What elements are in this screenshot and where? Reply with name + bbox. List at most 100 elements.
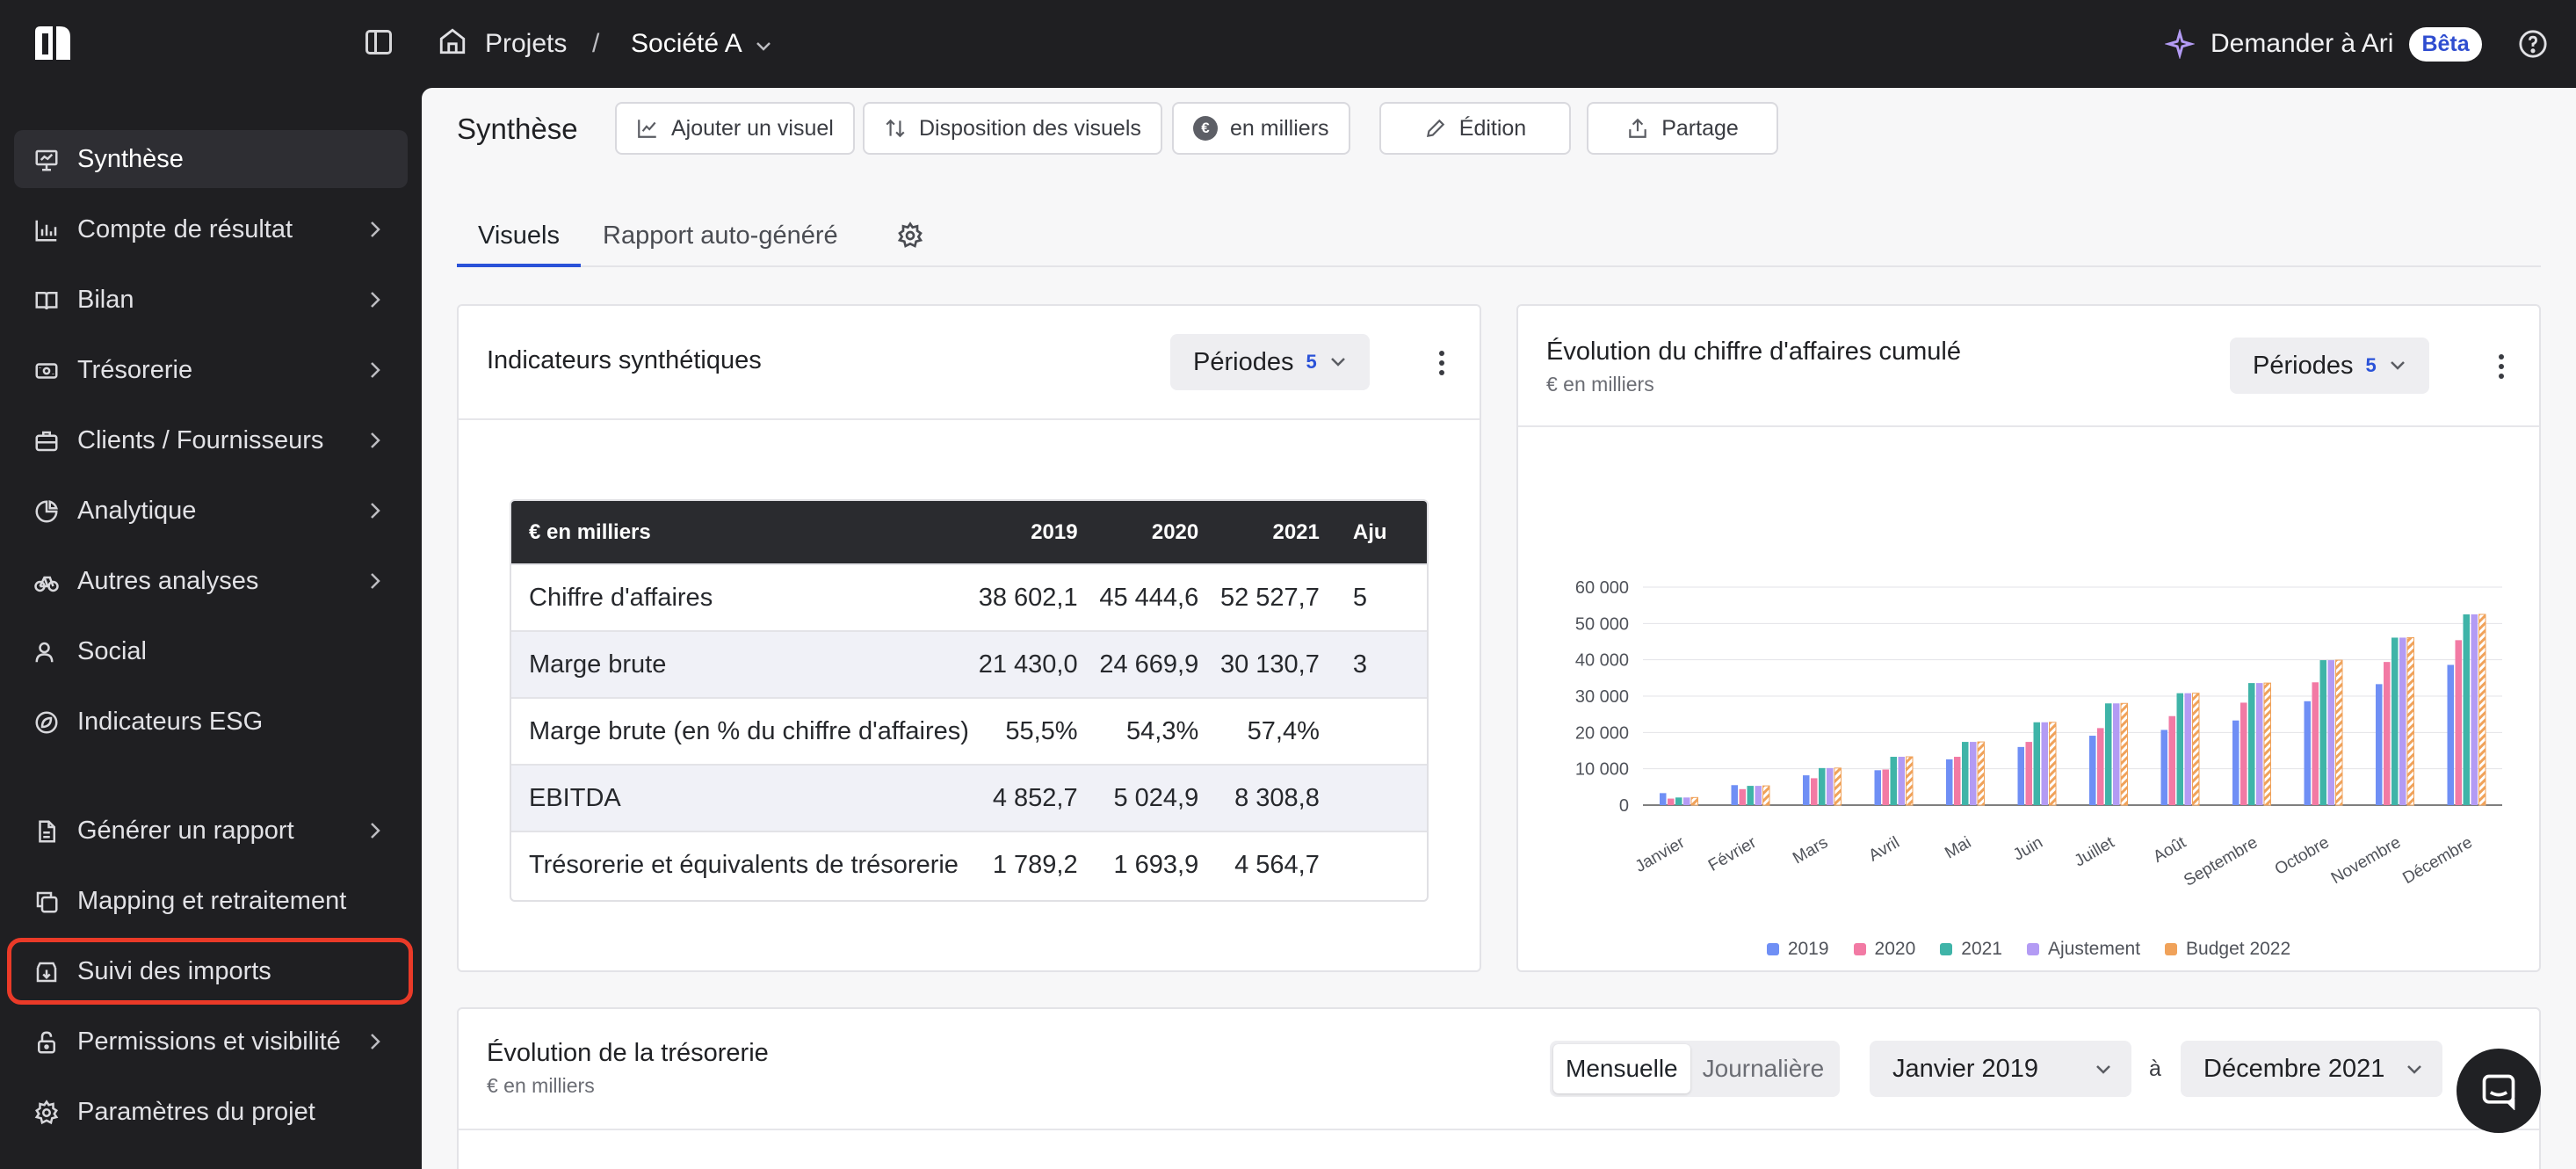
legend-item[interactable]: Budget 2022 <box>2165 939 2290 960</box>
table-row: Chiffre d'affaires 38 602,1 45 444,6 52 527… <box>511 563 1427 631</box>
sidebar-item-label: Synthèse <box>77 145 184 173</box>
more-options-icon[interactable] <box>1437 350 1446 376</box>
bar-ajustement <box>2113 703 2120 805</box>
indicators-periods-select[interactable]: Périodes 5 <box>1170 334 1370 390</box>
bar-2019 <box>2232 720 2240 805</box>
tab-report[interactable]: Rapport auto-généré <box>603 221 838 250</box>
table-cell: 3 <box>1331 630 1427 698</box>
y-tick-label: 30 000 <box>1575 687 1629 707</box>
sidebar-item-suivi-des-imports[interactable]: Suivi des imports <box>14 942 408 1000</box>
sidebar-item-analytique[interactable]: Analytique <box>14 482 408 540</box>
bar-ajustement <box>1827 767 1834 805</box>
sort-arrows-icon <box>886 119 905 138</box>
table-cell: 55,5% <box>968 697 1090 765</box>
sidebar-item-indicateurs-esg[interactable]: Indicateurs ESG <box>14 693 408 751</box>
tab-visuals[interactable]: Visuels <box>457 218 581 267</box>
sidebar-item-parametres-du-projet[interactable]: Paramètres du projet <box>14 1083 408 1141</box>
breadcrumb-projects[interactable]: Projets <box>485 29 568 58</box>
layout-button[interactable]: Disposition des visuels <box>863 102 1162 155</box>
legend-swatch <box>2165 943 2178 955</box>
mode-monthly[interactable]: Mensuelle <box>1553 1044 1690 1093</box>
bar-2021 <box>2248 683 2255 805</box>
gear-icon <box>34 1100 59 1125</box>
sidebar-item-label: Paramètres du projet <box>77 1098 315 1126</box>
chevron-right-icon <box>371 1034 380 1049</box>
sidebar-item-clients-fournisseurs[interactable]: Clients / Fournisseurs <box>14 411 408 469</box>
sidebar-item-mapping-et-retraitement[interactable]: Mapping et retraitement <box>14 872 408 930</box>
pencil-icon <box>1426 119 1444 138</box>
to-date-select[interactable]: Décembre 2021 <box>2181 1041 2442 1097</box>
breadcrumb-company[interactable]: Société A <box>631 26 772 62</box>
help-icon[interactable] <box>2518 29 2548 59</box>
bar-ajustement <box>1683 797 1690 805</box>
bar-2019 <box>1803 775 1810 805</box>
x-tick-label: Décembre <box>2399 833 2475 888</box>
table-cell <box>1331 764 1427 831</box>
legend-item[interactable]: 2020 <box>1853 939 1915 960</box>
legend-item[interactable]: 2019 <box>1766 939 1829 960</box>
import-icon <box>36 962 57 983</box>
bar-budget-2022 <box>2335 659 2343 806</box>
sidebar-item-label: Permissions et visibilité <box>77 1027 341 1056</box>
share-button[interactable]: Partage <box>1587 102 1778 155</box>
gear-icon[interactable] <box>896 221 924 250</box>
table-cell: 38 602,1 <box>968 563 1090 631</box>
bar-ajustement <box>2471 614 2478 805</box>
edit-button[interactable]: Édition <box>1379 102 1571 155</box>
file-icon <box>39 820 55 843</box>
legend-item[interactable]: Ajustement <box>2026 939 2140 960</box>
unit-button[interactable]: € en milliers <box>1172 102 1350 155</box>
edit-label: Édition <box>1458 115 1527 141</box>
revenue-periods-select[interactable]: Périodes 5 <box>2230 338 2429 394</box>
x-tick-label: Avril <box>1866 833 1903 865</box>
x-tick-label: Mars <box>1790 833 1831 868</box>
add-visual-label: Ajouter un visuel <box>671 115 834 141</box>
revenue-bar-chart: 0 10 000 20 000 30 000 40 000 50 000 60 000 Jan… <box>1575 578 2502 890</box>
chat-support-button[interactable] <box>2457 1049 2541 1133</box>
bar-2020 <box>2168 715 2175 805</box>
sidebar-item-label: Indicateurs ESG <box>77 708 264 736</box>
chevron-right-icon <box>371 221 380 237</box>
mode-daily[interactable]: Journalière <box>1702 1055 1825 1082</box>
y-tick-label: 60 000 <box>1575 578 1629 598</box>
add-visual-button[interactable]: Ajouter un visuel <box>615 102 855 155</box>
table-cell: 4 564,7 <box>1211 831 1332 898</box>
revenue-title: Évolution du chiffre d'affaires cumulé <box>1546 338 1961 366</box>
share-label: Partage <box>1661 115 1739 141</box>
chevron-down-icon <box>756 42 771 51</box>
sidebar-item-social[interactable]: Social <box>14 622 408 680</box>
from-date-select[interactable]: Janvier 2019 <box>1870 1041 2131 1097</box>
periods-count: 5 <box>1306 351 1317 373</box>
chat-icon <box>2482 1074 2515 1110</box>
bar-2021 <box>2033 722 2040 805</box>
sidebar-item-tresorerie[interactable]: Trésorerie <box>14 341 408 399</box>
table-cell: 21 430,0 <box>968 630 1090 698</box>
breadcrumb-separator: / <box>592 29 600 58</box>
sidebar-item-compte-de-resultat[interactable]: Compte de résultat <box>14 200 408 258</box>
ask-ari-button[interactable]: Demander à Ari Bêta <box>2165 25 2482 63</box>
sidebar-item-bilan[interactable]: Bilan <box>14 271 408 329</box>
sidebar-item-label: Compte de résultat <box>77 215 293 243</box>
indicators-table-wrap[interactable]: € en milliers 2019 2020 2021 Aju Chiffre… <box>510 499 1429 902</box>
table-cell: 24 669,9 <box>1089 630 1212 698</box>
periods-count: 5 <box>2365 354 2377 376</box>
more-options-icon[interactable] <box>2497 353 2506 380</box>
sidebar-toggle-icon[interactable] <box>365 30 392 54</box>
bar-2021 <box>1962 742 1969 805</box>
sidebar-item-autres-analyses[interactable]: Autres analyses <box>14 552 408 610</box>
table-cell: 54,3% <box>1089 697 1212 765</box>
legend-item[interactable]: 2021 <box>1940 939 2002 960</box>
page-title: Synthèse <box>457 113 578 145</box>
sparkle-icon <box>2165 29 2195 59</box>
bar-2021 <box>2319 660 2326 805</box>
chevron-down-icon <box>2096 1065 2110 1074</box>
app-logo[interactable] <box>33 25 72 62</box>
bar-2019 <box>1874 770 1881 805</box>
sidebar-item-permissions-et-visibilite[interactable]: Permissions et visibilité <box>14 1013 408 1071</box>
bar-2021 <box>1747 786 1754 805</box>
home-icon[interactable] <box>438 26 467 56</box>
bar-2021 <box>2105 703 2112 805</box>
sidebar-item-generer-un-rapport[interactable]: Générer un rapport <box>14 802 408 860</box>
sidebar-item-synthese[interactable]: Synthèse <box>14 130 408 188</box>
periods-label: Périodes <box>2253 351 2354 380</box>
